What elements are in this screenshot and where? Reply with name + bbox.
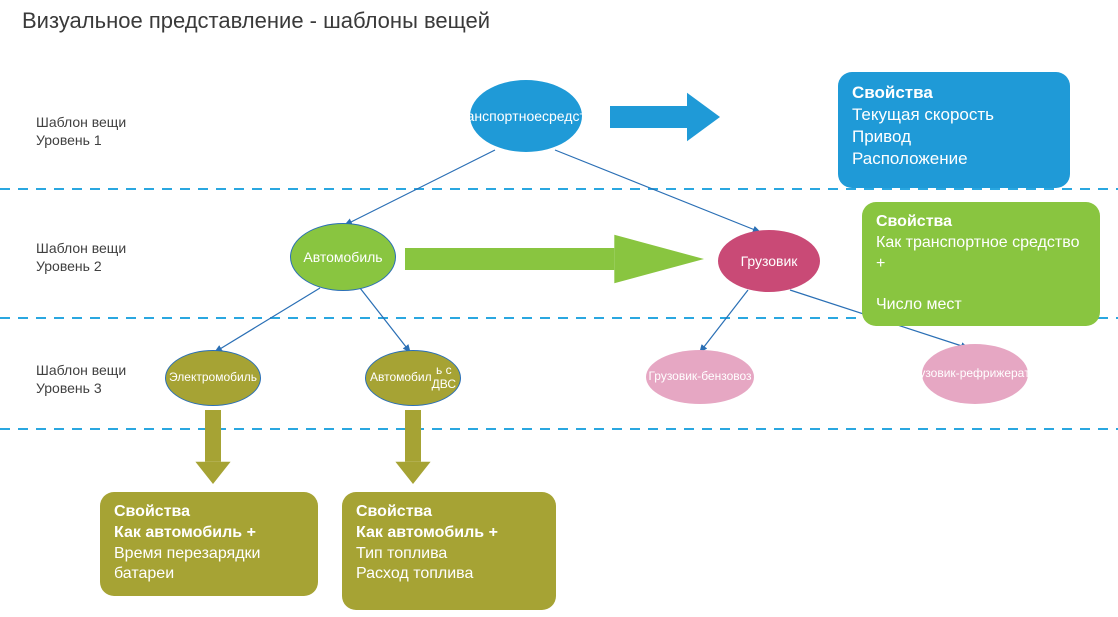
props-automobile: СвойстваКак транспортное средство + Числ… bbox=[862, 202, 1100, 326]
node-tanker-truck: Грузовик-бензовоз bbox=[646, 350, 754, 404]
level-1-line1: Шаблон вещи bbox=[36, 114, 126, 130]
node-electric-car: Электромобиль bbox=[165, 350, 261, 406]
node-vehicle: Транспортноесредство bbox=[470, 80, 582, 152]
level-3-label: Шаблон вещи Уровень 3 bbox=[36, 362, 126, 397]
level-1-label: Шаблон вещи Уровень 1 bbox=[36, 114, 126, 149]
node-automobile: Автомобиль bbox=[290, 223, 396, 291]
level-2-line2: Уровень 2 bbox=[36, 258, 102, 274]
diagram-stage: Визуальное представление - шаблоны вещей… bbox=[0, 0, 1118, 617]
node-truck: Грузовик bbox=[718, 230, 820, 292]
level-3-line1: Шаблон вещи bbox=[36, 362, 126, 378]
level-3-line2: Уровень 3 bbox=[36, 380, 102, 396]
level-2-line1: Шаблон вещи bbox=[36, 240, 126, 256]
props-ice-car: СвойстваКак автомобиль +Тип топливаРасхо… bbox=[342, 492, 556, 610]
props-vehicle: СвойстваТекущая скоростьПриводРасположен… bbox=[838, 72, 1070, 188]
props-electric-car: СвойстваКак автомобиль +Время перезарядк… bbox=[100, 492, 318, 596]
node-ice-car: Автомобиль с ДВС bbox=[365, 350, 461, 406]
level-1-line2: Уровень 1 bbox=[36, 132, 102, 148]
page-title: Визуальное представление - шаблоны вещей bbox=[22, 8, 490, 34]
level-2-label: Шаблон вещи Уровень 2 bbox=[36, 240, 126, 275]
node-reefer-truck: Грузовик-рефрижератор bbox=[922, 344, 1028, 404]
